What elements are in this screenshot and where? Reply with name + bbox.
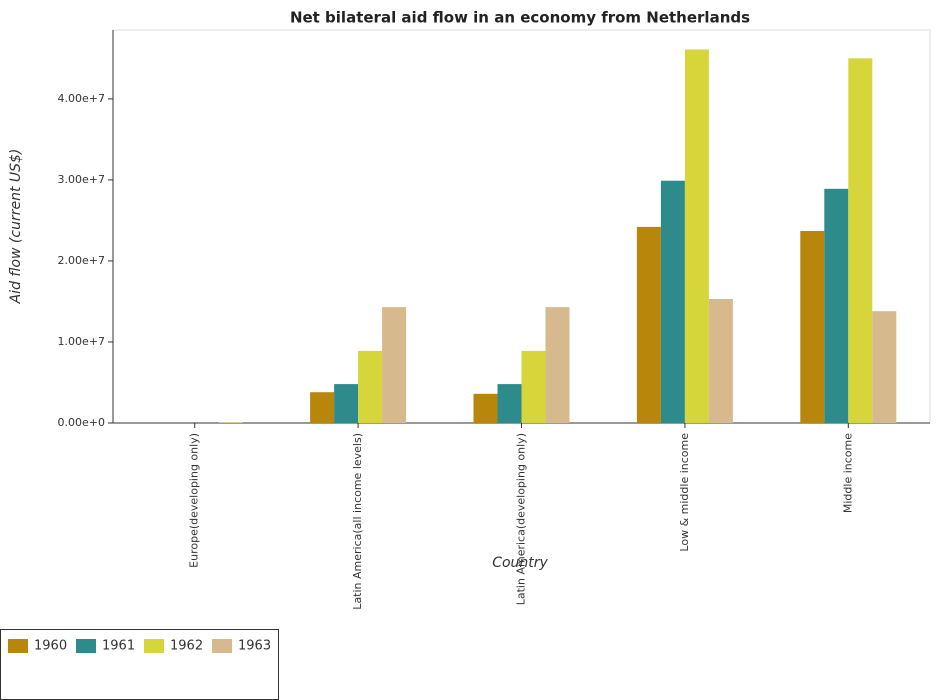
legend-swatch	[144, 639, 164, 653]
legend: 1960 1961 1962 1963	[0, 629, 279, 700]
legend-frame	[0, 629, 279, 700]
legend-label: 1961	[102, 639, 135, 654]
x-tick-label: Middle income	[841, 433, 854, 513]
bar	[310, 392, 335, 423]
bar	[358, 350, 383, 423]
bar	[497, 384, 522, 423]
legend-label: 1963	[238, 639, 271, 654]
bar	[218, 422, 243, 423]
bar	[636, 226, 661, 423]
bar	[545, 307, 570, 423]
bar	[824, 188, 849, 423]
bar	[684, 49, 709, 424]
y-tick-label: 4.00e+7	[58, 92, 105, 105]
bar	[473, 393, 498, 423]
x-tick-label: Low & middle income	[678, 433, 691, 552]
legend-swatch	[212, 639, 232, 653]
x-axis-title: Country	[492, 555, 548, 571]
y-tick-label: 2.00e+7	[58, 254, 105, 267]
legend-swatch	[76, 639, 96, 653]
bar	[334, 384, 359, 423]
x-tick-label: Europe(developing only)	[188, 433, 201, 568]
y-tick-label: 3.00e+7	[58, 173, 105, 186]
bar	[800, 230, 825, 423]
x-tick-label: Latin America(developing only)	[515, 433, 528, 605]
y-tick-label: 0.00e+0	[58, 416, 105, 429]
legend-swatch	[8, 639, 28, 653]
legend-label: 1962	[170, 639, 203, 654]
bar	[872, 311, 897, 423]
bar	[660, 180, 685, 423]
bar	[848, 58, 873, 423]
chart-title: Net bilateral aid flow in an economy fro…	[290, 9, 750, 27]
bar	[382, 307, 407, 423]
y-tick-label: 1.00e+7	[58, 335, 105, 348]
bar	[521, 350, 546, 423]
y-axis-title: Aid flow (current US$)	[8, 149, 24, 305]
bar	[708, 299, 733, 423]
legend-label: 1960	[34, 639, 67, 654]
x-tick-label: Latin America(all income levels)	[351, 433, 364, 610]
